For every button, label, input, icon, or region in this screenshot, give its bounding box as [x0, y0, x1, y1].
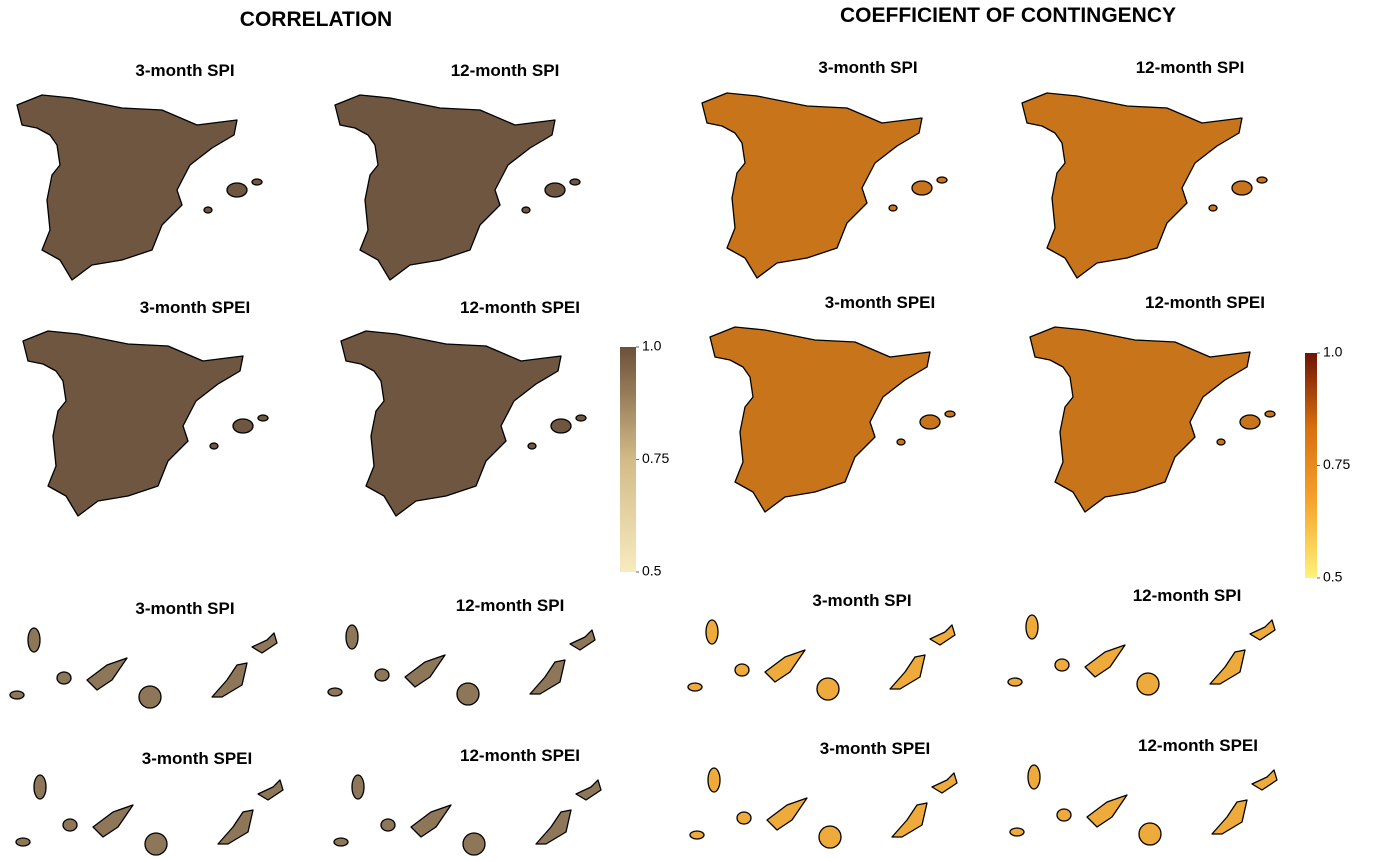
map — [709, 326, 956, 513]
colorbar — [620, 347, 636, 572]
colorbar-tick-label: 0.5 — [1323, 569, 1343, 585]
panel-label: 12-month SPEI — [1145, 293, 1265, 312]
map — [689, 767, 958, 849]
map — [701, 92, 948, 279]
colorbar-tick-label: 1.0 — [642, 338, 662, 354]
map — [687, 619, 956, 701]
panel-label: 3-month SPI — [135, 599, 234, 618]
map — [340, 330, 587, 517]
contingency-section: COEFFICIENT OF CONTINGENCY 3-month SPI 1… — [687, 4, 1278, 849]
map — [15, 774, 284, 856]
map — [333, 774, 602, 856]
panel-label: 12-month SPEI — [460, 746, 580, 765]
panel-label: 12-month SPI — [456, 596, 565, 615]
colorbar-tick-label: 1.0 — [1323, 344, 1343, 360]
panel-label: 3-month SPEI — [820, 739, 931, 758]
panel-label: 12-month SPEI — [1138, 736, 1258, 755]
panel-label: 3-month SPEI — [825, 293, 936, 312]
map — [327, 624, 596, 706]
map — [1009, 764, 1278, 846]
colorbar-tick-label: 0.75 — [1323, 456, 1350, 472]
map — [334, 94, 581, 281]
map — [22, 330, 269, 517]
map — [1029, 326, 1276, 513]
panel-label: 3-month SPI — [135, 61, 234, 80]
colorbar — [1305, 353, 1317, 578]
panel-label: 12-month SPI — [1133, 586, 1242, 605]
panel-label: 3-month SPI — [812, 591, 911, 610]
map — [16, 94, 263, 281]
map — [1007, 614, 1276, 696]
map — [9, 627, 278, 709]
panel-label: 12-month SPI — [451, 61, 560, 80]
section-title: CORRELATION — [240, 8, 392, 31]
section-title: COEFFICIENT OF CONTINGENCY — [840, 4, 1176, 27]
panel-label: 3-month SPEI — [142, 749, 253, 768]
panel-label: 3-month SPI — [818, 58, 917, 77]
colorbar-tick-label: 0.5 — [642, 563, 662, 579]
correlation-section: CORRELATION 3-month SPI 12-month SPI 3-m… — [9, 8, 602, 856]
panel-label: 12-month SPEI — [460, 298, 580, 317]
colorbar-tick-label: 0.75 — [642, 450, 669, 466]
panel-label: 3-month SPEI — [140, 298, 251, 317]
map — [1021, 92, 1268, 279]
panel-label: 12-month SPI — [1136, 58, 1245, 77]
